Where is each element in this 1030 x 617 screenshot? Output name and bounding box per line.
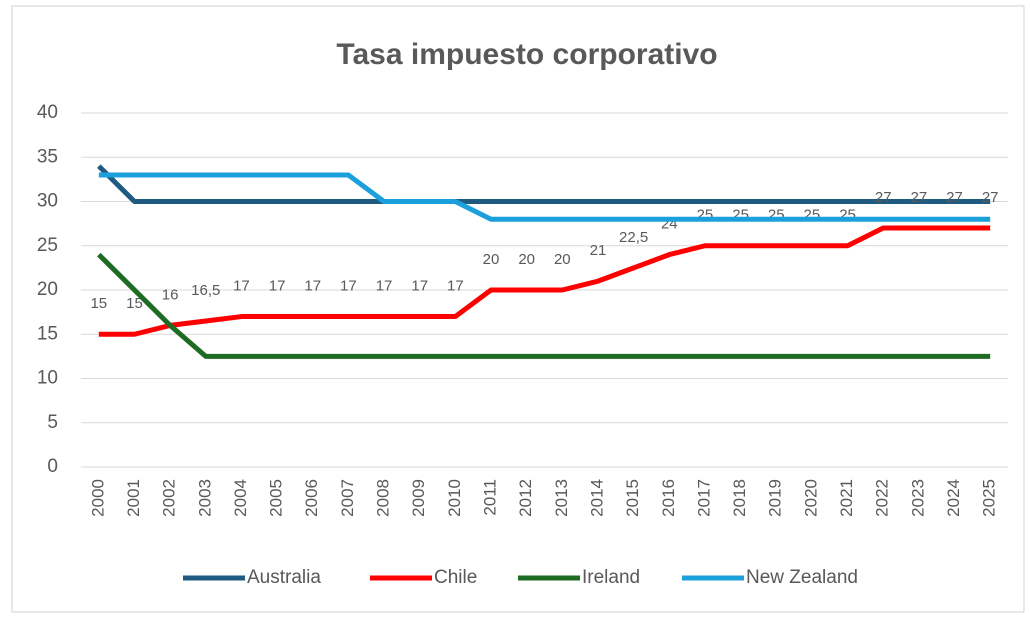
- data-label: 17: [376, 278, 393, 295]
- x-tick-label: 2018: [730, 479, 749, 517]
- data-label: 16: [162, 286, 179, 303]
- x-tick-label: 2022: [873, 479, 892, 517]
- x-tick-label: 2008: [374, 479, 393, 517]
- legend-label: Australia: [247, 567, 321, 588]
- y-tick-label: 0: [47, 456, 58, 477]
- y-tick-label: 30: [37, 191, 58, 212]
- x-tick-label: 2020: [801, 479, 820, 517]
- data-label: 17: [233, 278, 250, 295]
- series-line: [98, 172, 991, 222]
- x-tick-label: 2023: [908, 479, 927, 517]
- data-label: 17: [340, 278, 357, 295]
- x-tick-label: 2009: [409, 479, 428, 517]
- y-tick-label: 35: [37, 146, 58, 167]
- y-tick-label: 25: [37, 235, 58, 256]
- series-line: [97, 252, 991, 359]
- data-label: 20: [483, 251, 500, 268]
- x-tick-label: 2016: [659, 479, 678, 517]
- data-label: 27: [982, 189, 999, 206]
- data-label: 15: [126, 295, 143, 312]
- data-label: 17: [411, 278, 428, 295]
- data-label: 16,5: [191, 282, 220, 299]
- x-tick-label: 2012: [516, 479, 535, 517]
- x-tick-label: 2003: [195, 479, 214, 517]
- y-tick-label: 15: [37, 323, 58, 344]
- data-label: 20: [518, 251, 535, 268]
- chart-frame: [11, 5, 1025, 613]
- legend-label: New Zealand: [746, 567, 858, 588]
- chart-title: Tasa impuesto corporativo: [336, 38, 717, 71]
- x-tick-label: 2015: [623, 479, 642, 517]
- x-tick-label: 2010: [445, 479, 464, 517]
- x-tick-label: 2000: [88, 479, 107, 517]
- data-label: 15: [90, 295, 107, 312]
- y-tick-label: 10: [37, 368, 58, 389]
- x-tick-label: 2005: [267, 479, 286, 517]
- data-label: 21: [590, 242, 607, 259]
- legend-label: Ireland: [582, 567, 640, 588]
- x-tick-label: 2004: [231, 479, 250, 517]
- data-label: 27: [911, 189, 928, 206]
- x-tick-label: 2025: [980, 479, 999, 517]
- y-tick-label: 5: [47, 412, 58, 433]
- x-tick-label: 2017: [694, 479, 713, 517]
- x-tick-label: 2019: [766, 479, 785, 517]
- legend-label: Chile: [434, 567, 477, 588]
- x-tick-label: 2001: [124, 479, 143, 517]
- data-label: 17: [447, 278, 464, 295]
- x-tick-label: 2006: [302, 479, 321, 517]
- y-tick-label: 40: [37, 102, 58, 123]
- data-label: 17: [269, 278, 286, 295]
- data-label: 27: [946, 189, 963, 206]
- data-label: 20: [554, 251, 571, 268]
- x-tick-label: 2011: [481, 479, 500, 516]
- data-label: 22,5: [619, 229, 648, 246]
- data-label: 27: [875, 189, 892, 206]
- y-tick-label: 20: [37, 279, 58, 300]
- x-tick-label: 2014: [587, 479, 606, 517]
- series-line: [97, 164, 991, 204]
- x-tick-label: 2007: [338, 479, 357, 517]
- x-tick-label: 2002: [160, 479, 179, 517]
- x-tick-label: 2021: [837, 479, 856, 517]
- x-tick-label: 2024: [944, 479, 963, 517]
- x-tick-label: 2013: [552, 479, 571, 517]
- series-line: [98, 225, 991, 337]
- data-label: 17: [304, 278, 321, 295]
